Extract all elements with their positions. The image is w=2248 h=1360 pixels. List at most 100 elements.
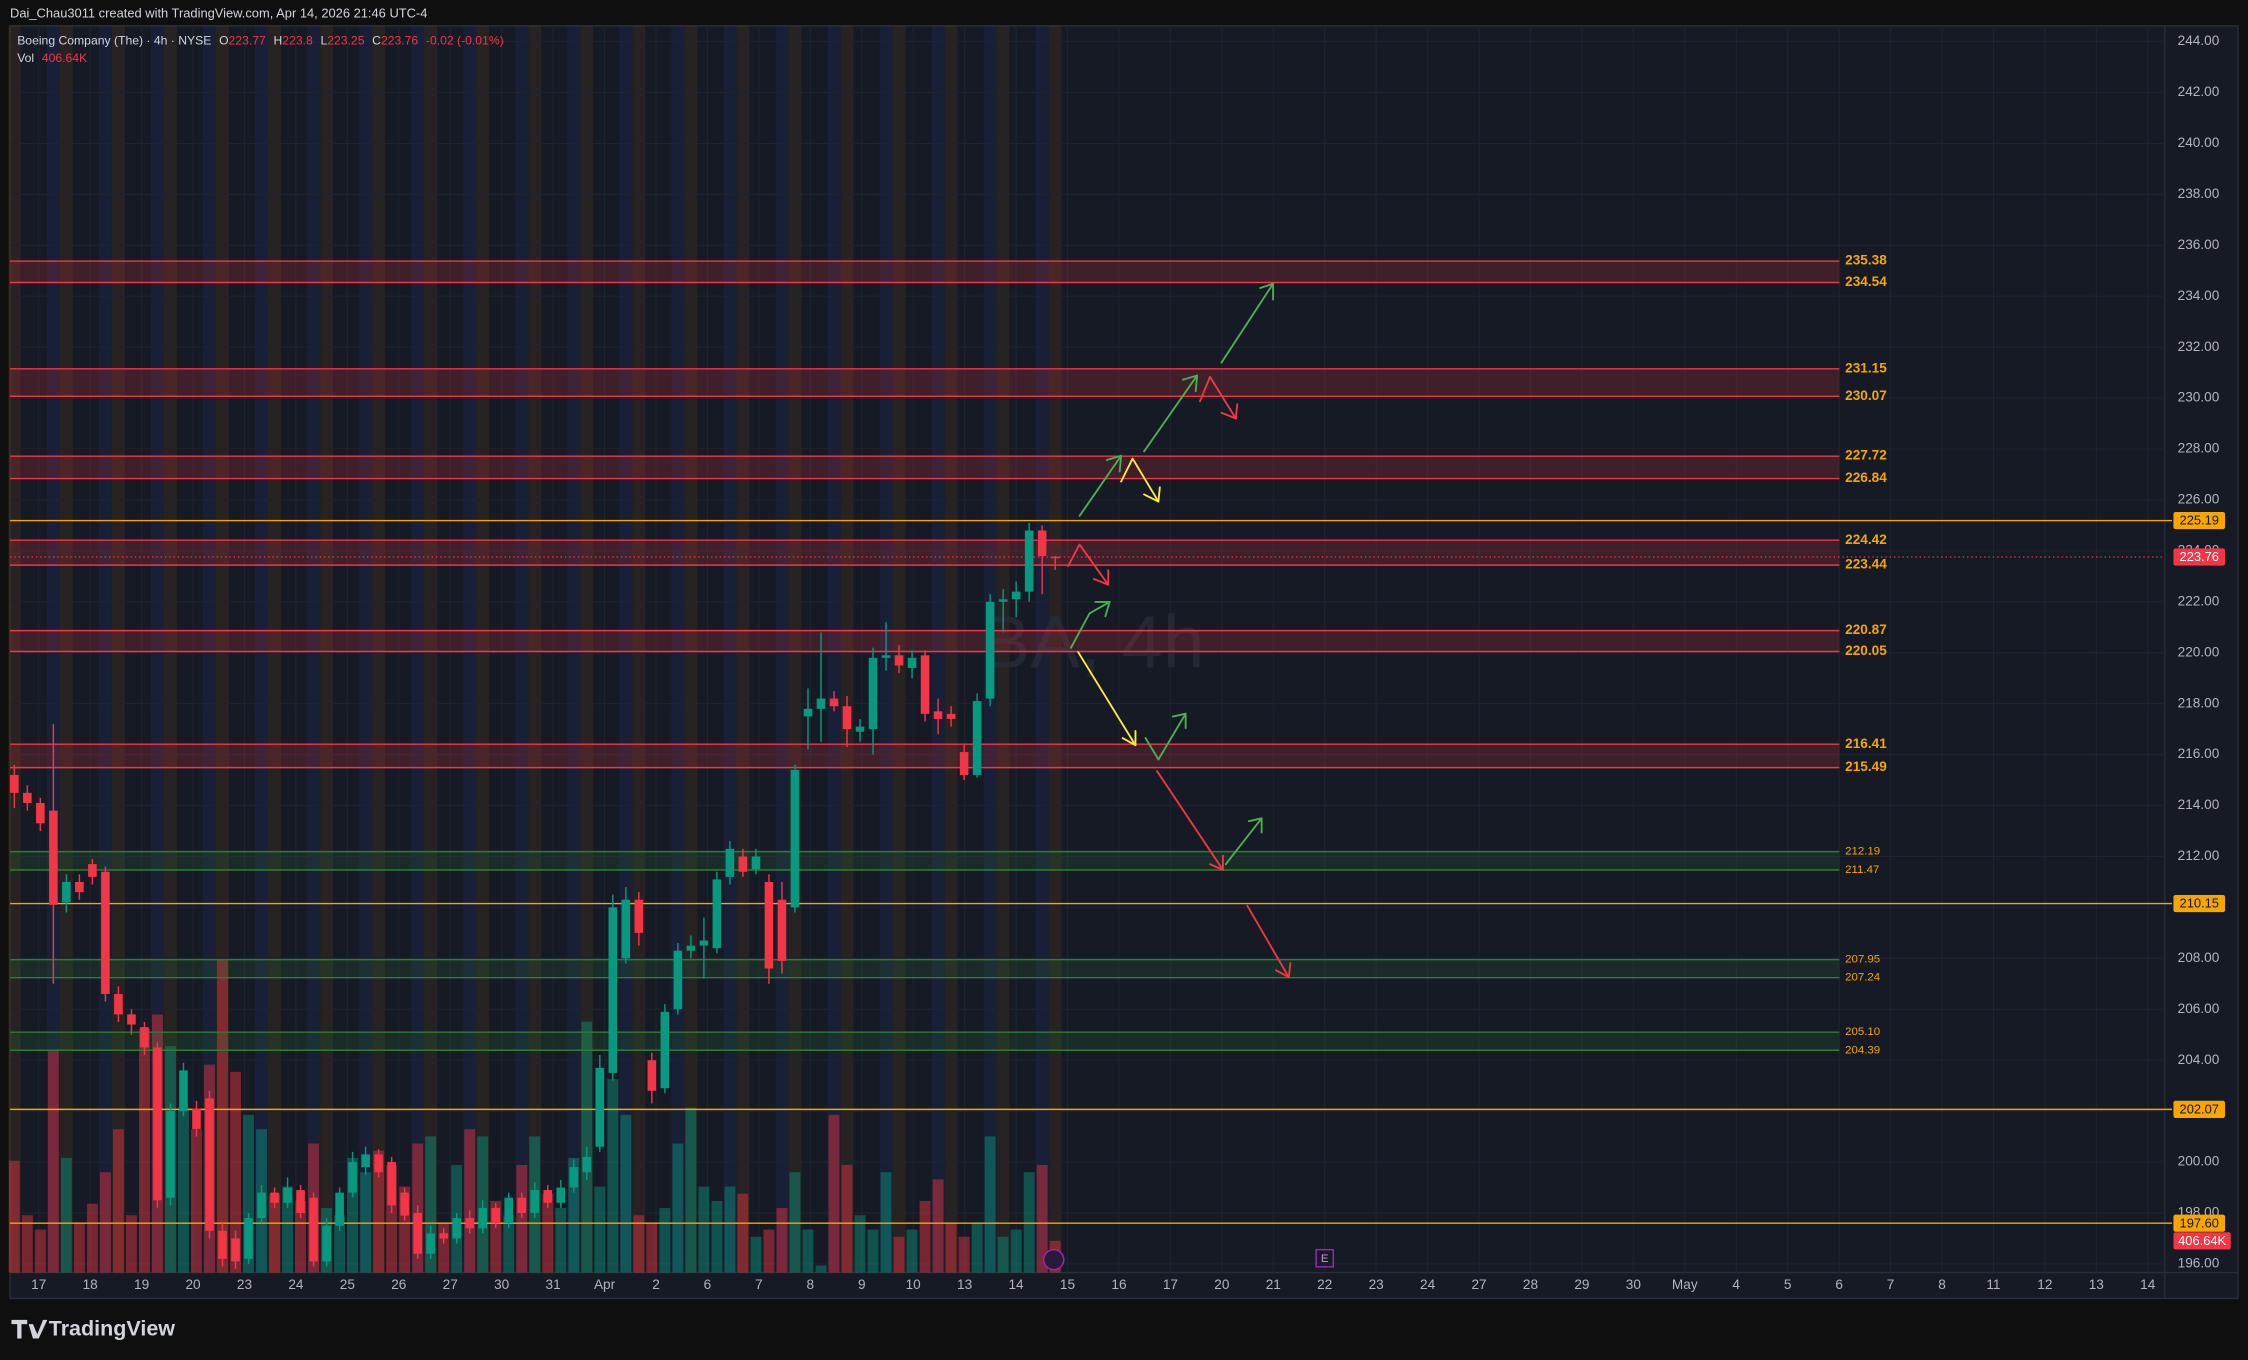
candle-body (816, 698, 826, 709)
candle-body (348, 1162, 357, 1193)
arrow-head (1181, 374, 1199, 393)
zone-lower-label: 211.47 (1845, 864, 1879, 876)
candle-body (491, 1207, 501, 1224)
candle-body (244, 1218, 253, 1259)
volume-bar (906, 1229, 918, 1273)
x-tick-label: 7 (755, 1277, 763, 1292)
volume-bar (880, 1172, 892, 1273)
volume-badge (2173, 1232, 2231, 1250)
arrow-head (1121, 729, 1137, 747)
level-badge (2173, 1100, 2226, 1118)
candle-body (283, 1187, 292, 1203)
axes: 196.00198.00200.00202.00204.00206.00208.… (31, 33, 2231, 1292)
volume-bar (490, 1200, 502, 1273)
x-tick-label: 24 (288, 1277, 304, 1292)
candle-body (764, 881, 774, 969)
x-tick-label: May (1672, 1277, 1698, 1292)
volume-bar (659, 1208, 671, 1273)
volume-bar (1036, 1165, 1048, 1273)
arrow (1120, 457, 1160, 503)
level-label: 197.60 (2180, 1215, 2219, 1230)
arrow (1220, 282, 1275, 364)
volume-bar (997, 1236, 1009, 1273)
x-tick-label: 16 (1111, 1277, 1126, 1292)
candle-body (595, 1067, 605, 1147)
volume-bar (178, 1107, 189, 1273)
x-tick-label: 14 (2140, 1277, 2156, 1292)
candle-body (36, 802, 45, 824)
x-tick-label: 23 (237, 1277, 252, 1292)
arrow-head (1247, 817, 1263, 834)
zone-upper-label: 220.87 (1845, 622, 1887, 637)
x-tick-label: 27 (1471, 1277, 1486, 1292)
y-tick-label: 222.00 (2178, 593, 2220, 608)
x-tick-label: 15 (1060, 1277, 1075, 1292)
zone-upper-label: 227.72 (1845, 448, 1887, 463)
candle-body (62, 881, 71, 903)
zone (10, 959, 1840, 978)
drawings (1067, 282, 1292, 979)
legend-o: O (219, 34, 228, 48)
x-tick-label: 27 (443, 1277, 458, 1292)
candle-body (10, 774, 19, 793)
candle-body (868, 657, 878, 730)
candle-body (959, 752, 969, 775)
x-tick-label: 17 (1163, 1277, 1178, 1292)
candle-body (257, 1192, 266, 1219)
volume-bar (438, 1222, 450, 1273)
volume-bar (620, 1114, 632, 1273)
volume-bar (1023, 1172, 1035, 1273)
volume-bar (867, 1229, 879, 1273)
session-band (775, 25, 789, 1273)
volume-bar (568, 1157, 580, 1273)
volume-bar (282, 1186, 294, 1273)
arrow (1246, 904, 1290, 979)
legend: Boeing Company (The) · 4h · NYSE O223.77… (17, 34, 504, 48)
x-tick-label: 22 (1317, 1277, 1332, 1292)
session-bands (7, 25, 1062, 1273)
candle-body (478, 1207, 488, 1229)
x-tick-label: 19 (134, 1277, 149, 1292)
brand: TradingView (11, 1317, 175, 1341)
candle-body (322, 1225, 331, 1262)
earnings-box[interactable] (1315, 1248, 1335, 1268)
legend-c: C (372, 34, 381, 48)
x-tick-label: 20 (185, 1277, 201, 1292)
volume-bar (8, 1160, 20, 1273)
session-band (255, 25, 268, 1273)
x-tick-label: 20 (1214, 1277, 1230, 1292)
candle-body (465, 1218, 475, 1229)
y-tick-label: 234.00 (2178, 288, 2220, 303)
last-price-label: 223.76 (2180, 549, 2219, 564)
candles-layer (10, 522, 1060, 1270)
x-tick-label: 17 (31, 1277, 46, 1292)
candle-body (400, 1192, 409, 1216)
level-badge (2173, 1214, 2226, 1232)
session-band (788, 25, 802, 1273)
candle-body (335, 1192, 344, 1226)
y-tick-label: 230.00 (2178, 390, 2220, 405)
arrow-head (1171, 712, 1187, 729)
volume-bar (373, 1150, 385, 1273)
candle-body (1024, 530, 1034, 592)
event-icon[interactable] (1042, 1248, 1065, 1271)
candle-body (114, 993, 123, 1015)
y-tick-label: 214.00 (2178, 797, 2220, 812)
zone-lower-label: 223.44 (1845, 557, 1887, 572)
x-tick-label: 6 (1835, 1277, 1843, 1292)
candle-body (738, 856, 748, 872)
volume-bar (125, 1215, 137, 1273)
volume-bar (893, 1236, 905, 1273)
candle-body (699, 940, 709, 946)
candle-body (296, 1190, 305, 1213)
zone-upper-label: 224.42 (1845, 532, 1887, 547)
volume-bar (21, 1215, 33, 1273)
candle-body (790, 769, 800, 908)
earnings-marker[interactable]: E (1321, 1253, 1329, 1265)
volume-bar (360, 1172, 372, 1273)
level-label: 202.07 (2180, 1101, 2219, 1116)
candle-body (1037, 530, 1047, 556)
volume-bar (191, 1129, 202, 1273)
volume-bar (1010, 1229, 1022, 1273)
arrow-head (1209, 854, 1224, 871)
